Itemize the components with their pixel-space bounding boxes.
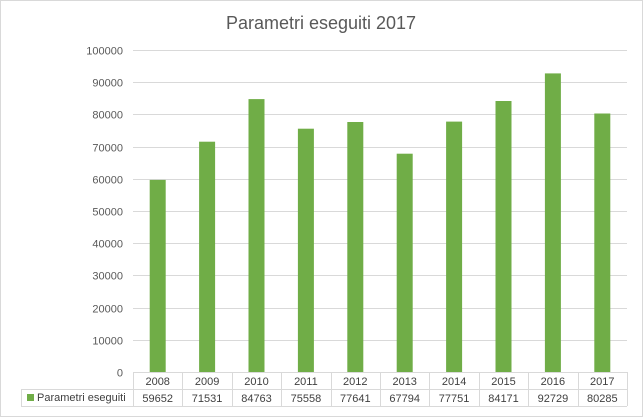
y-tick-label: 80000 <box>92 110 123 122</box>
data-label: 71531 <box>192 393 223 405</box>
x-tick-label: 2010 <box>244 376 268 388</box>
bar <box>396 153 413 372</box>
data-label: 77751 <box>439 393 470 405</box>
legend-key <box>27 394 34 401</box>
x-tick-label: 2013 <box>392 376 416 388</box>
x-tick-label: 2017 <box>590 376 614 388</box>
x-tick-label: 2009 <box>195 376 219 388</box>
data-label: 77641 <box>340 393 371 405</box>
y-tick-label: 90000 <box>92 78 123 90</box>
y-tick-label: 100000 <box>86 46 123 58</box>
x-tick-label: 2008 <box>145 376 169 388</box>
y-tick-label: 50000 <box>92 207 123 219</box>
bar <box>544 73 561 373</box>
bar <box>495 101 512 372</box>
y-tick-label: 30000 <box>92 271 123 283</box>
y-tick-label: 20000 <box>92 304 123 316</box>
bar <box>446 121 463 372</box>
data-table: 2008 59652 2009 71531 2010 84763 2011 75558 2012… <box>21 372 628 407</box>
data-label: 80285 <box>587 393 618 405</box>
x-tick-label: 2012 <box>343 376 367 388</box>
bar <box>594 113 611 372</box>
bar <box>199 141 216 372</box>
y-tick-label: 60000 <box>92 175 123 187</box>
data-label: 84171 <box>488 393 519 405</box>
x-tick-label: 2011 <box>294 376 318 388</box>
x-tick-label: 2015 <box>491 376 515 388</box>
chart-title: Parametri eseguiti 2017 <box>226 13 416 33</box>
data-label: 59652 <box>142 393 173 405</box>
y-tick-label: 0 <box>117 368 123 380</box>
y-tick-label: 40000 <box>92 239 123 251</box>
x-tick-label: 2016 <box>541 376 565 388</box>
x-tick-label: 2014 <box>442 376 466 388</box>
series-name: Parametri eseguiti <box>37 392 126 404</box>
bars <box>149 73 611 373</box>
data-label: 92729 <box>538 393 569 405</box>
bar <box>248 99 265 372</box>
data-label: 75558 <box>291 393 322 405</box>
y-axis-ticks: 0 10000 20000 30000 40000 50000 60000 70000 8000… <box>86 46 123 380</box>
y-tick-label: 70000 <box>92 143 123 155</box>
gridlines <box>133 50 627 341</box>
bar <box>297 128 314 372</box>
bar <box>149 179 166 372</box>
y-tick-label: 10000 <box>92 336 123 348</box>
bar <box>347 122 364 372</box>
data-label: 84763 <box>241 393 272 405</box>
data-label: 67794 <box>389 393 420 405</box>
